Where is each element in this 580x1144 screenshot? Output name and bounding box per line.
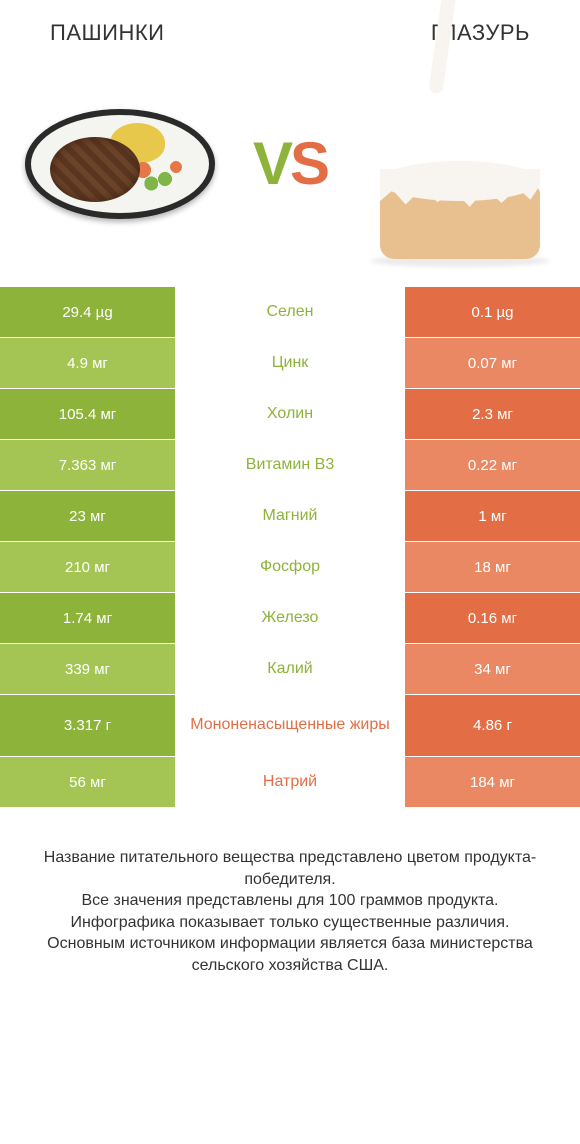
left-value: 29.4 µg [0,287,175,337]
left-value: 105.4 мг [0,389,175,439]
vs-s: S [290,130,327,197]
right-value: 34 мг [405,644,580,694]
images-row: VS [0,56,580,286]
nutrient-name: Калий [175,644,405,694]
right-value: 0.07 мг [405,338,580,388]
footer-line: Основным источником информации является … [30,933,550,976]
right-value: 0.22 мг [405,440,580,490]
left-value: 210 мг [0,542,175,592]
right-value: 1 мг [405,491,580,541]
right-value: 184 мг [405,757,580,807]
footer-note: Название питательного вещества представл… [0,807,580,977]
nutrient-name: Селен [175,287,405,337]
footer-line: Название питательного вещества представл… [30,847,550,890]
nutrient-name: Фосфор [175,542,405,592]
table-row: 105.4 мгХолин2.3 мг [0,388,580,439]
footer-line: Инфографика показывает только существенн… [30,912,550,934]
nutrient-name: Магний [175,491,405,541]
vs-v: V [253,130,290,197]
nutrient-name: Витамин B3 [175,440,405,490]
vs-label: VS [253,129,327,198]
right-value: 2.3 мг [405,389,580,439]
left-value: 1.74 мг [0,593,175,643]
footer-line: Все значения представлены для 100 граммо… [30,890,550,912]
right-product-image [360,69,560,259]
nutrient-name: Холин [175,389,405,439]
table-row: 56 мгНатрий184 мг [0,756,580,807]
left-product-title: ПАШИНКИ [50,20,164,46]
right-value: 0.1 µg [405,287,580,337]
nutrient-name: Мононенасыщенные жиры [175,695,405,756]
header: ПАШИНКИ ГЛАЗУРЬ [0,0,580,56]
table-row: 7.363 мгВитамин B30.22 мг [0,439,580,490]
nutrient-name: Натрий [175,757,405,807]
left-value: 339 мг [0,644,175,694]
left-value: 4.9 мг [0,338,175,388]
right-value: 0.16 мг [405,593,580,643]
left-value: 7.363 мг [0,440,175,490]
table-row: 29.4 µgСелен0.1 µg [0,286,580,337]
right-value: 4.86 г [405,695,580,756]
nutrient-name: Железо [175,593,405,643]
table-row: 210 мгФосфор18 мг [0,541,580,592]
left-value: 56 мг [0,757,175,807]
left-product-image [20,74,220,254]
left-value: 23 мг [0,491,175,541]
table-row: 4.9 мгЦинк0.07 мг [0,337,580,388]
table-row: 3.317 гМононенасыщенные жиры4.86 г [0,694,580,756]
right-value: 18 мг [405,542,580,592]
table-row: 339 мгКалий34 мг [0,643,580,694]
nutrient-name: Цинк [175,338,405,388]
nutrient-table: 29.4 µgСелен0.1 µg4.9 мгЦинк0.07 мг105.4… [0,286,580,807]
table-row: 1.74 мгЖелезо0.16 мг [0,592,580,643]
table-row: 23 мгМагний1 мг [0,490,580,541]
left-value: 3.317 г [0,695,175,756]
